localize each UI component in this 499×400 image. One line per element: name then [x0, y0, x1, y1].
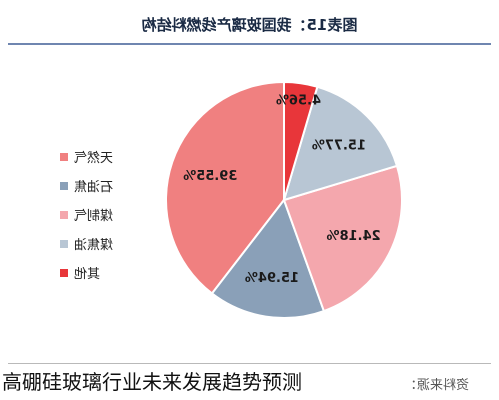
legend-label-other: 其他: [74, 267, 101, 282]
pie-label-other: 4.56%: [276, 94, 321, 109]
pie-slice-other: [283, 80, 319, 201]
legend-item-other: 其他: [60, 258, 113, 287]
legend-swatch-other: [60, 268, 68, 277]
pie-slice-coal-gas: [282, 164, 403, 313]
legend-item-natural-gas: 天然气: [60, 142, 113, 171]
chart-area: 39.55% 15.94% 24.18% 15.77% 4.56% 天然气 石油焦 煤制…: [0, 46, 499, 360]
pie-label-petroleum-coke: 15.94%: [245, 271, 299, 286]
pie-slice-petroleum-coke: [210, 197, 326, 319]
legend-item-petroleum-coke: 石油焦: [60, 171, 113, 200]
page-caption: 高硼硅玻璃行业未来发展趋势预测: [2, 370, 302, 394]
legend-swatch-natural-gas: [60, 152, 68, 161]
legend-item-coal-tar: 煤焦油: [60, 229, 113, 258]
chart-title: 图表15：我国玻璃产线燃料结构: [141, 16, 358, 34]
title-divider: [8, 43, 491, 45]
pie-slice-coal-tar: [282, 85, 399, 202]
legend-label-petroleum-coke: 石油焦: [74, 180, 114, 195]
legend: 天然气 石油焦 煤制气 煤焦油 其他: [60, 142, 113, 287]
source-note: 资料来源：: [403, 378, 469, 393]
pie-label-coal-gas: 24.18%: [326, 229, 380, 244]
legend-item-coal-gas: 煤制气: [60, 200, 113, 229]
chart-header: 图表15：我国玻璃产线燃料结构: [0, 0, 499, 45]
footer-divider: [8, 363, 491, 364]
pie-label-natural-gas: 39.55%: [183, 169, 237, 184]
legend-swatch-petroleum-coke: [60, 181, 68, 190]
legend-swatch-coal-tar: [60, 239, 68, 248]
legend-label-natural-gas: 天然气: [74, 151, 114, 166]
pie-label-coal-tar: 15.77%: [312, 139, 366, 154]
pie-slice-natural-gas: [165, 80, 285, 295]
legend-swatch-coal-gas: [60, 210, 68, 219]
pie-chart: 39.55% 15.94% 24.18% 15.77% 4.56%: [165, 80, 403, 319]
legend-label-coal-tar: 煤焦油: [74, 238, 114, 253]
legend-label-coal-gas: 煤制气: [74, 209, 114, 224]
